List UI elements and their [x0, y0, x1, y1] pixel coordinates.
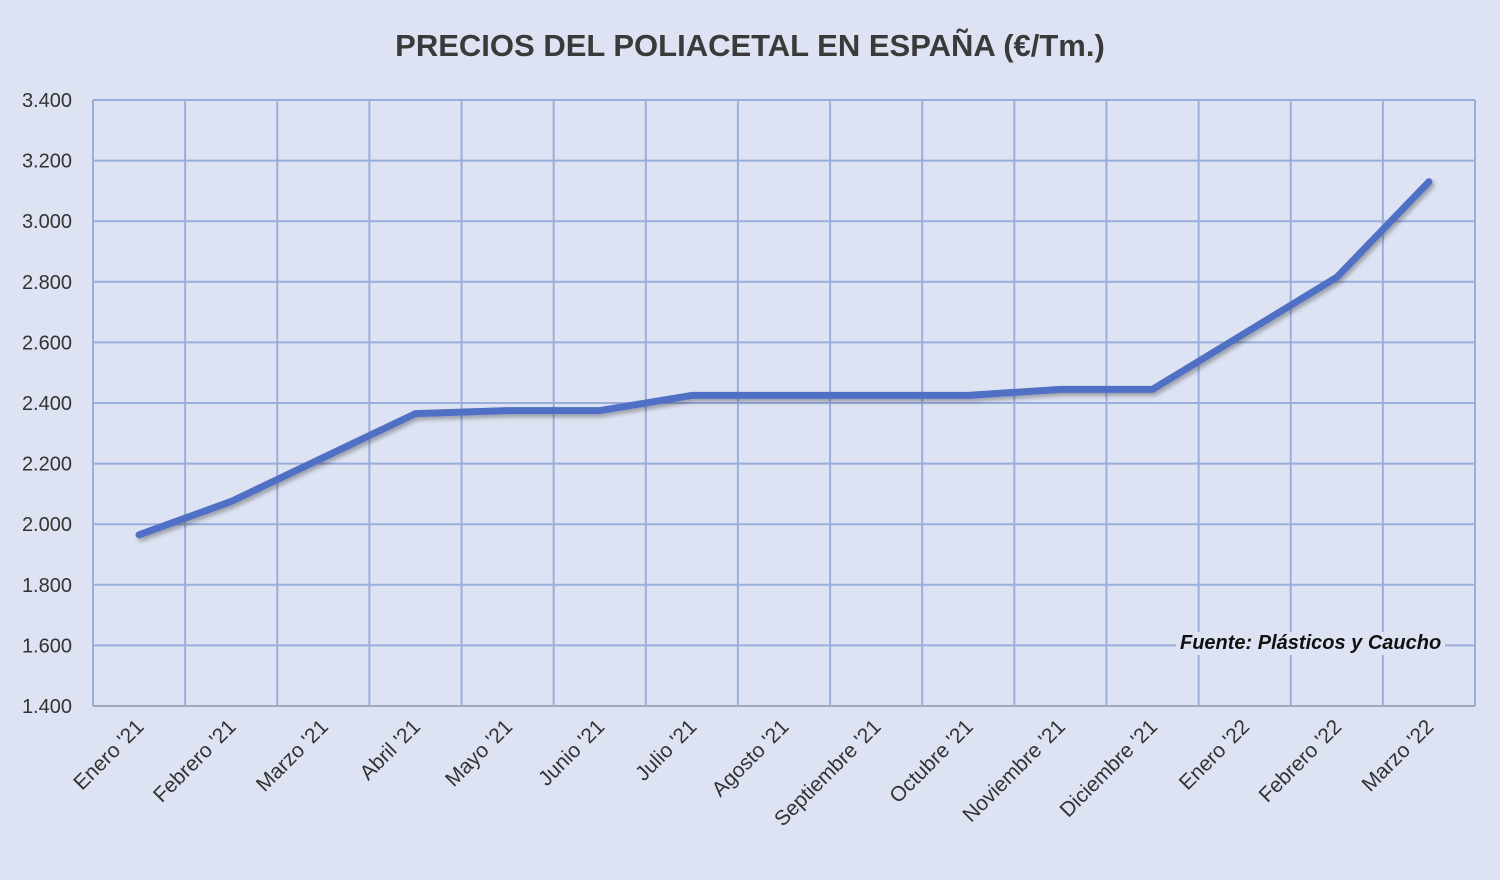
y-tick-label: 2.800	[22, 272, 72, 294]
y-tick-label: 1.400	[22, 696, 72, 718]
y-tick-label: 2.000	[22, 514, 72, 536]
y-tick-label: 1.800	[22, 575, 72, 597]
chart-title: PRECIOS DEL POLIACETAL EN ESPAÑA (€/Tm.)	[395, 28, 1105, 63]
x-tick-label: Mayo '21	[441, 715, 517, 791]
y-tick-label: 1.600	[22, 635, 72, 657]
x-tick-label: Octubre '21	[885, 715, 978, 808]
x-tick-label: Julio '21	[631, 715, 701, 785]
series-line	[135, 178, 1433, 539]
x-tick-label: Febrero '21	[149, 715, 241, 807]
x-tick-label: Marzo '22	[1357, 715, 1438, 796]
y-tick-label: 2.600	[22, 332, 72, 354]
y-tick-label: 2.200	[22, 454, 72, 476]
x-tick-label: Marzo '21	[252, 715, 333, 796]
x-tick-label: Junio '21	[534, 715, 609, 790]
x-tick-label: Enero '21	[69, 715, 148, 794]
y-tick-label: 3.000	[22, 211, 72, 233]
source-annotation: Fuente: Plásticos y Caucho	[1176, 632, 1446, 655]
x-tick-label: Agosto '21	[708, 715, 794, 801]
x-tick-label: Febrero '22	[1255, 715, 1347, 807]
y-tick-label: 3.400	[22, 90, 72, 112]
y-tick-label: 3.200	[22, 151, 72, 173]
y-tick-label: 2.400	[22, 393, 72, 415]
x-tick-label: Diciembre '21	[1055, 715, 1162, 822]
x-tick-label: Enero '22	[1175, 715, 1254, 794]
x-tick-label: Abril '21	[356, 715, 425, 784]
